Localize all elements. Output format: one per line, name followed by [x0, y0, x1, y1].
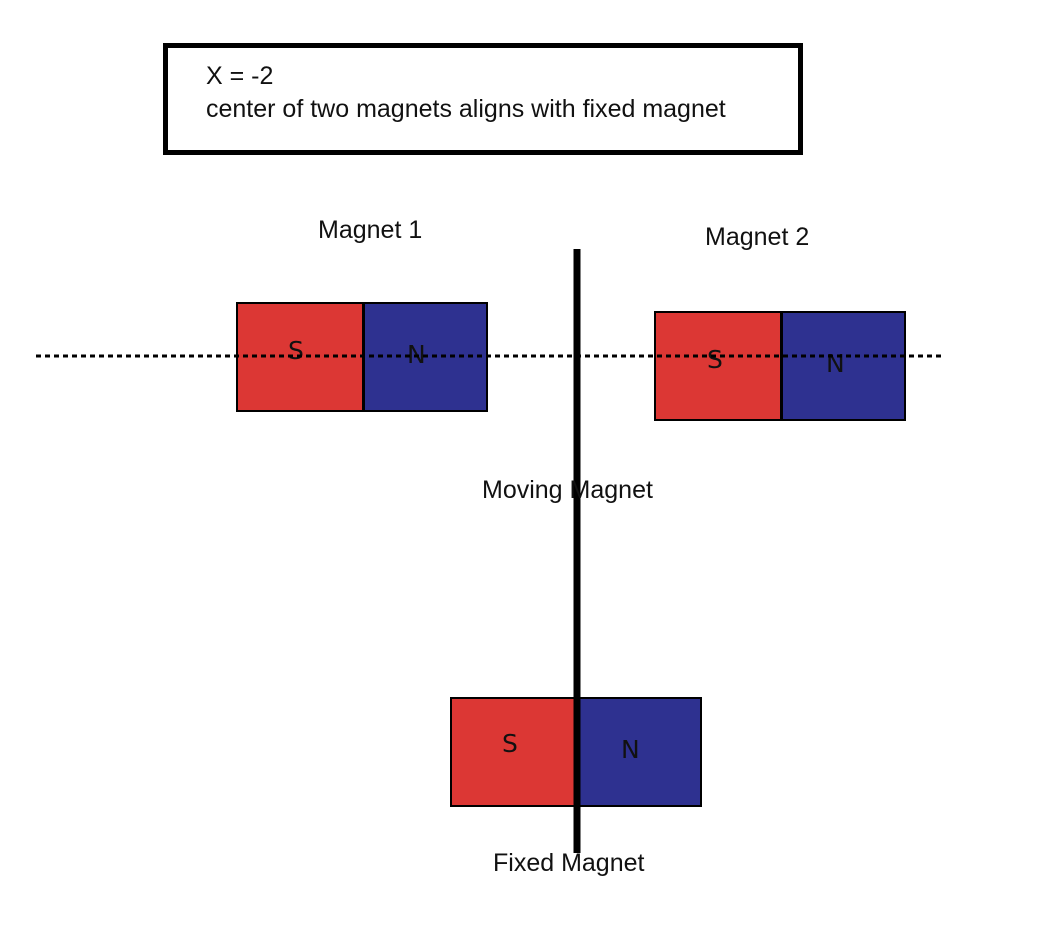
magnet-2: S N	[654, 311, 906, 421]
fixed-magnet-north-label: N	[621, 735, 640, 764]
magnet-2-north-label: N	[826, 349, 845, 378]
magnet-2-south-label: S	[707, 345, 723, 374]
caption-description-text: center of two magnets aligns with fixed …	[206, 95, 726, 123]
magnet-1: S N	[236, 302, 488, 412]
magnet-1-label: Magnet 1	[318, 216, 423, 244]
fixed-magnet-label: Fixed Magnet	[493, 849, 645, 877]
magnet-1-north-label: N	[407, 340, 426, 369]
magnet-1-north-pole: N	[362, 304, 486, 410]
magnet-1-south-pole: S	[238, 304, 362, 410]
magnet-2-label: Magnet 2	[705, 223, 810, 251]
fixed-magnet-south-label: S	[502, 729, 518, 758]
caption-box: X = -2 center of two magnets aligns with…	[163, 43, 803, 155]
caption-position-text: X = -2	[206, 62, 274, 90]
magnet-2-north-pole: N	[780, 313, 904, 419]
fixed-magnet-south-pole: S	[452, 699, 576, 805]
fixed-magnet-north-pole: N	[576, 699, 700, 805]
magnet-1-south-label: S	[288, 336, 304, 365]
moving-magnet-label: Moving Magnet	[482, 476, 653, 504]
fixed-magnet: S N	[450, 697, 702, 807]
magnet-2-south-pole: S	[656, 313, 780, 419]
